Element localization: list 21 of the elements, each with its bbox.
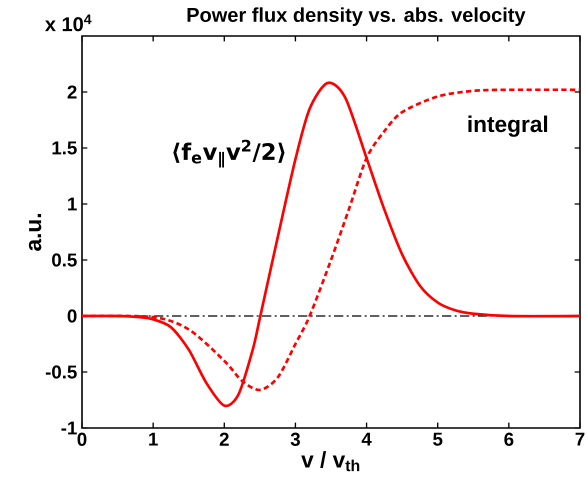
x-tick-label: 7 bbox=[576, 432, 584, 446]
y-tick-label: 0 bbox=[68, 309, 77, 323]
y-tick-label: -1 bbox=[61, 422, 77, 434]
chart-title: Power flux density vs. abs. velocity bbox=[188, 7, 526, 26]
annotation: integral bbox=[468, 116, 548, 137]
y-tick-label: 2 bbox=[68, 85, 77, 99]
x-tick-label: 6 bbox=[504, 432, 514, 446]
y-tick-label: 0.5 bbox=[52, 253, 77, 267]
x-tick-label: 1 bbox=[149, 432, 158, 446]
text: x 10$^{4}$ bbox=[45, 14, 92, 32]
x-tick-label: 3 bbox=[290, 432, 300, 446]
x-tick-label: 0 bbox=[78, 432, 86, 446]
x-axis-title: v / v$_{th}$ bbox=[301, 451, 360, 472]
y-tick-label: 1 bbox=[68, 198, 77, 210]
y-axis-title: a.u. bbox=[28, 214, 42, 251]
x-tick-label: 4 bbox=[362, 432, 372, 446]
y-tick-label: -0.5 bbox=[46, 365, 77, 379]
x-tick-label: 2 bbox=[220, 432, 229, 446]
annotation: ⟨f$_{e}$v$_{∥}$v$^{2}$/2⟩ bbox=[173, 140, 284, 168]
y-tick-label: 1.5 bbox=[52, 141, 77, 155]
x-tick-label: 5 bbox=[433, 432, 442, 446]
